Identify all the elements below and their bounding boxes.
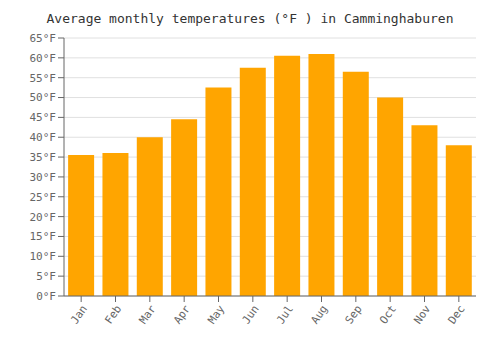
svg-text:Oct: Oct [377, 303, 399, 327]
svg-text:45°F: 45°F [30, 111, 57, 124]
html-text:Average monthly temperatures (: Average monthly temperatures (°F ) in Ca… [46, 11, 454, 26]
svg-text:Nov: Nov [411, 302, 433, 326]
svg-text:10°F: 10°F [30, 250, 57, 263]
svg-text:40°F: 40°F [30, 131, 57, 144]
svg-text:Feb: Feb [102, 303, 124, 327]
svg-text:Dec: Dec [446, 303, 468, 327]
svg-text:55°F: 55°F [30, 72, 57, 85]
svg-text:25°F: 25°F [30, 191, 57, 204]
svg-text:60°F: 60°F [30, 52, 57, 65]
svg-text:35°F: 35°F [30, 151, 57, 164]
svg-text:65°F: 65°F [30, 32, 57, 45]
svg-text:Aug: Aug [308, 303, 330, 327]
svg-text:Jul: Jul [274, 303, 296, 327]
svg-text:20°F: 20°F [30, 211, 57, 224]
svg-text:Jun: Jun [240, 303, 262, 327]
svg-text:5°F: 5°F [36, 270, 56, 283]
svg-text:0°F: 0°F [36, 290, 56, 303]
svg-text:50°F: 50°F [30, 91, 57, 104]
svg-text:Sep: Sep [343, 303, 365, 327]
svg-text:Apr: Apr [171, 302, 193, 326]
svg-text:May: May [205, 302, 227, 326]
svg-text:Jan: Jan [68, 303, 90, 327]
svg-text:Mar: Mar [137, 302, 159, 326]
svg-text:15°F: 15°F [30, 230, 57, 243]
svg-text:30°F: 30°F [30, 171, 57, 184]
